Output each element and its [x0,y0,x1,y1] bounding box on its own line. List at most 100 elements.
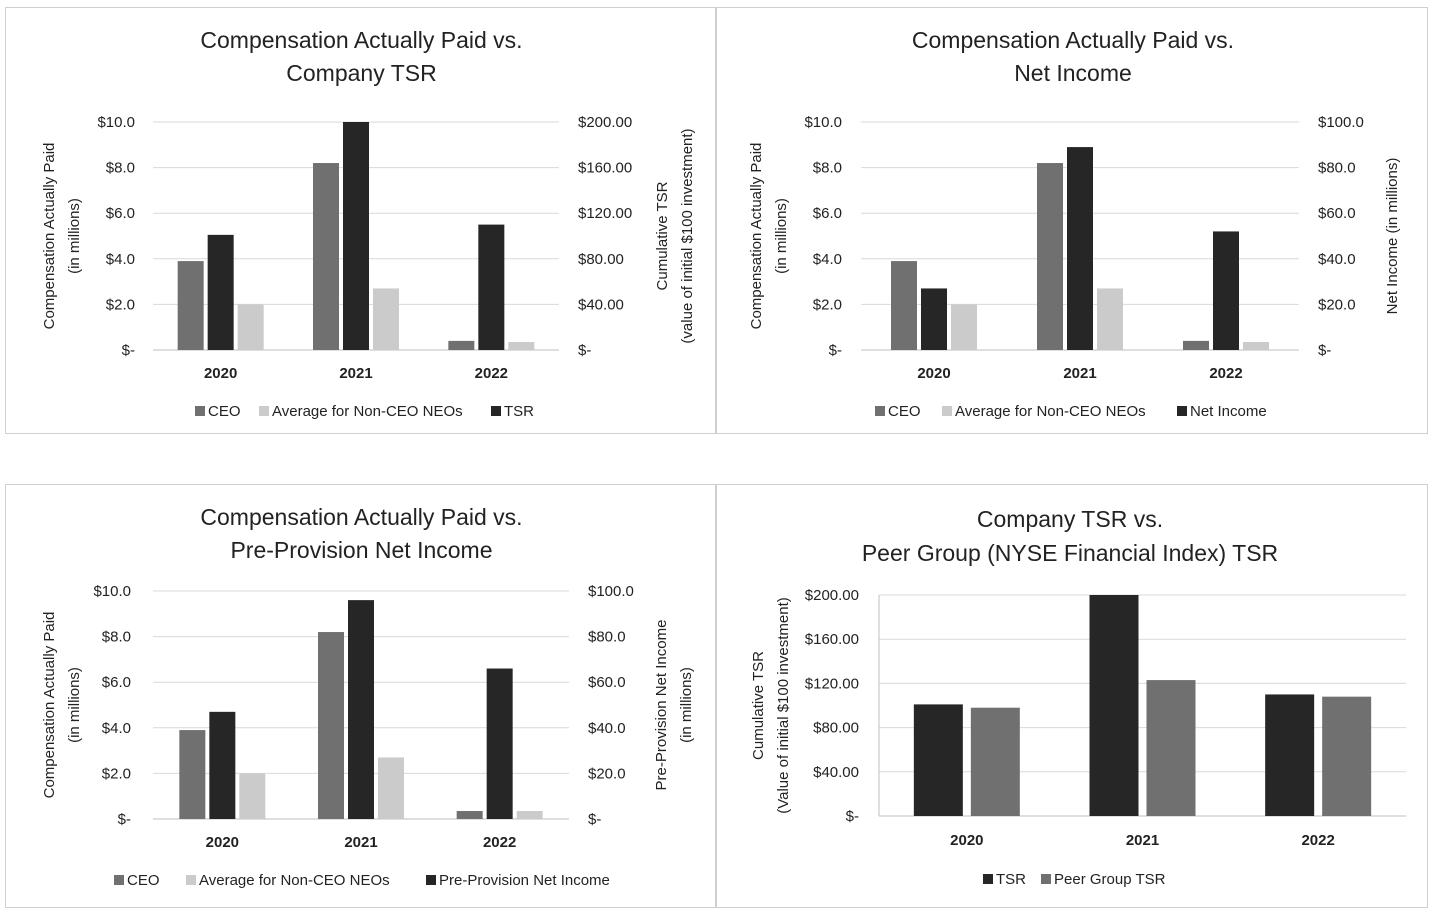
y-tick-label: $- [122,342,135,359]
bar-pre-provision-net-income-2020 [209,711,236,819]
legend-swatch-tsr [983,874,993,884]
y-tick-label: $- [829,342,842,359]
chart-title-line: Net Income [1014,60,1132,86]
y-tick-label: $4.0 [813,251,842,268]
y-tick-label: $6.0 [102,674,131,691]
legend-swatch-net-income [1177,406,1187,416]
y-axis-label: Compensation Actually Paid [41,143,58,330]
legend-label-ceo: CEO [127,872,160,889]
legend-swatch-average-for-non-ceo-neos [186,875,196,885]
x-category-label: 2022 [1301,832,1334,849]
chart-title-line: Compensation Actually Paid vs. [200,27,522,53]
legend-swatch-peer-group-tsr [1041,874,1051,884]
y-tick-label: $40.00 [813,764,859,781]
x-category-label: 2021 [339,365,372,382]
y-tick-label: $10.0 [97,114,135,131]
x-category-label: 2021 [1063,365,1096,382]
y-tick-label: $8.0 [106,160,135,177]
bar-ceo-2021 [313,163,339,350]
bar-average-for-non-ceo-neos-2021 [378,757,404,819]
y-tick-label: $10.0 [804,114,842,131]
bar-average-for-non-ceo-neos-2022 [508,342,535,350]
y-tick-label: $120.00 [805,675,859,692]
y2-tick-label: $80.0 [1318,160,1356,177]
legend-swatch-ceo [114,875,124,885]
bar-ceo-2021 [1037,163,1063,350]
bar-ceo-2021 [318,632,344,819]
y-tick-label: $200.00 [805,587,859,604]
y-axis-label: Cumulative TSR [750,651,767,760]
bar-tsr-2022 [478,224,505,350]
y-axis-label: (Value of initial $100 investment) [775,597,792,814]
bar-peer-group-tsr-2021 [1146,680,1196,816]
x-category-label: 2020 [917,365,950,382]
y-axis-label: Compensation Actually Paid [41,612,58,799]
bar-ceo-2022 [1183,340,1209,350]
legend-swatch-pre-provision-net-income [426,875,436,885]
chart-title-line: Compensation Actually Paid vs. [912,27,1234,53]
y-axis-label: (in millions) [66,198,83,274]
y-tick-label: $80.00 [813,720,859,737]
y-tick-label: $4.0 [106,251,135,268]
chart-cap-vs-ppni: Compensation Actually Paid vs. Pre-Provis… [41,504,695,889]
x-category-label: 2020 [950,832,983,849]
bar-net-income-2021 [1067,147,1093,350]
legend-swatch-average-for-non-ceo-neos [942,406,952,416]
bar-average-for-non-ceo-neos-2021 [1097,288,1123,350]
y2-tick-label: $80.00 [578,251,624,268]
y2-axis-label: Cumulative TSR [654,181,671,290]
bar-average-for-non-ceo-neos-2020 [951,304,977,350]
chart-title-line: Peer Group (NYSE Financial Index) TSR [862,540,1278,566]
bar-peer-group-tsr-2022 [1322,696,1372,816]
y2-tick-label: $60.0 [1318,205,1356,222]
legend-swatch-tsr [491,406,501,416]
legend-label-net-income: Net Income [1190,403,1267,420]
chart-title-line: Pre-Provision Net Income [230,537,492,563]
y2-axis-label: Net Income (in millions) [1384,158,1401,315]
y2-axis-label: (in millions) [678,667,695,743]
bar-ceo-2022 [448,340,475,350]
legend-swatch-ceo [875,406,885,416]
bar-ceo-2020 [177,261,204,350]
bar-net-income-2020 [921,288,947,350]
y2-tick-label: $60.0 [588,674,626,691]
y-axis-label: Compensation Actually Paid [748,143,765,330]
chart-tsr-vs-peer: Company TSR vs. Peer Group (NYSE Financia… [750,506,1406,888]
y2-axis-label: (value of initial $100 investment) [679,128,696,343]
legend-label-average-for-non-ceo-neos: Average for Non-CEO NEOs [272,403,463,420]
chart-title-line: Company TSR [286,60,436,86]
bar-net-income-2022 [1213,231,1239,350]
legend-label-average-for-non-ceo-neos: Average for Non-CEO NEOs [955,403,1146,420]
bar-peer-group-tsr-2020 [970,707,1020,816]
legend-label-ceo: CEO [208,403,241,420]
bar-ceo-2022 [456,811,483,819]
bar-tsr-2020 [913,704,963,816]
y2-tick-label: $- [588,811,601,828]
y-tick-label: $8.0 [102,629,131,646]
y2-tick-label: $80.0 [588,629,626,646]
x-category-label: 2021 [1126,832,1159,849]
y-axis-label: (in millions) [66,667,83,743]
legend-label-tsr: TSR [504,403,534,420]
y-tick-label: $6.0 [106,205,135,222]
y2-tick-label: $120.00 [578,205,632,222]
y-tick-label: $8.0 [813,160,842,177]
y2-tick-label: $40.0 [1318,251,1356,268]
chart-title-line: Company TSR vs. [977,506,1163,532]
bar-average-for-non-ceo-neos-2021 [373,288,399,350]
legend-label-ceo: CEO [888,403,921,420]
y2-tick-label: $40.00 [578,296,624,313]
bar-ceo-2020 [179,730,206,819]
y-tick-label: $6.0 [813,205,842,222]
legend-label-peer-group-tsr: Peer Group TSR [1054,871,1166,888]
y2-tick-label: $200.00 [578,114,632,131]
legend-swatch-ceo [195,406,205,416]
bar-tsr-2021 [1089,595,1139,816]
legend-label-pre-provision-net-income: Pre-Provision Net Income [439,872,610,889]
bar-average-for-non-ceo-neos-2020 [237,304,264,350]
y2-tick-label: $20.0 [1318,296,1356,313]
x-category-label: 2021 [344,834,377,851]
y-tick-label: $2.0 [102,765,131,782]
x-category-label: 2022 [483,834,516,851]
y2-tick-label: $- [578,342,591,359]
